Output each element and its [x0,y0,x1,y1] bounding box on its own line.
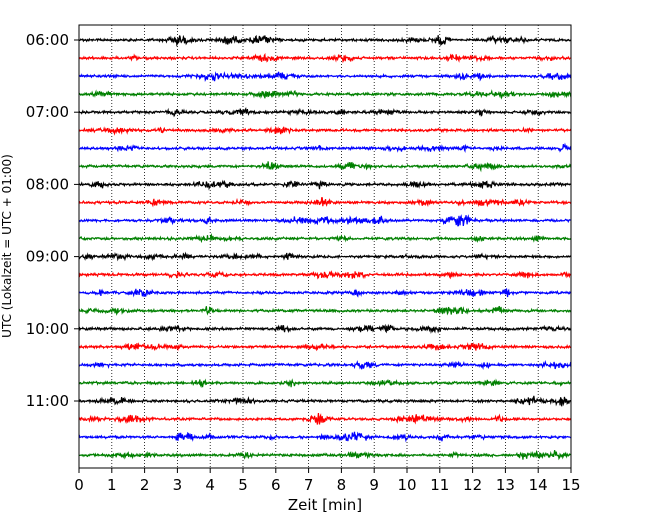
trace-line [78,323,572,334]
plot-frame [78,24,572,469]
trace-line [78,52,572,64]
trace-line [78,288,572,298]
x-tick-label: 2 [140,476,150,494]
x-tick-label: 5 [238,476,248,494]
y-axis: 06:00 07:00 08:00 09:00 10:00 11:00 [26,31,79,410]
x-axis-label: Zeit [min] [288,496,362,514]
grid-lines [111,25,539,468]
x-tick-label: 11 [430,476,449,494]
y-tick-label: 09:00 [26,248,69,266]
x-tick-label: 15 [561,476,580,494]
trace-line [78,179,572,191]
y-tick-label: 08:00 [26,175,69,193]
trace-line [78,449,572,461]
x-tick-label: 14 [529,476,548,494]
trace-line [78,89,572,100]
x-tick-label: 3 [173,476,183,494]
y-tick-label: 10:00 [26,320,69,338]
x-tick-label: 7 [304,476,314,494]
x-axis: 0 1 2 3 4 5 6 7 8 9 10 11 12 13 14 15 [74,468,581,494]
x-tick-label: 1 [107,476,117,494]
y-axis-label: UTC (Lokalzeit = UTC + 01:00) [0,154,14,338]
trace-line [78,214,572,227]
trace-line [78,197,572,208]
trace-line [78,125,572,136]
x-tick-label: 9 [369,476,379,494]
y-tick-label: 06:00 [26,31,69,49]
x-tick-label: 6 [271,476,281,494]
trace-line [78,413,572,425]
trace-line [78,34,572,47]
plot-area [79,25,571,468]
y-tick-label: 11:00 [26,392,69,410]
trace-line [78,71,572,82]
trace-line [78,106,572,118]
trace-line [78,161,572,173]
trace-line [78,395,572,407]
y-tick-label: 07:00 [26,103,69,121]
traces [78,34,572,461]
x-tick-label: 13 [496,476,515,494]
x-tick-label: 0 [74,476,84,494]
x-tick-label: 4 [205,476,215,494]
trace-line [78,359,572,370]
trace-line [78,232,572,244]
trace-line [78,431,572,443]
x-tick-label: 8 [337,476,347,494]
x-tick-label: 12 [463,476,482,494]
trace-line [78,305,572,316]
trace-line [78,341,572,352]
trace-line [78,269,572,280]
x-tick-label: 10 [397,476,416,494]
trace-line [78,378,572,389]
trace-line [78,251,572,262]
trace-line [78,142,572,153]
